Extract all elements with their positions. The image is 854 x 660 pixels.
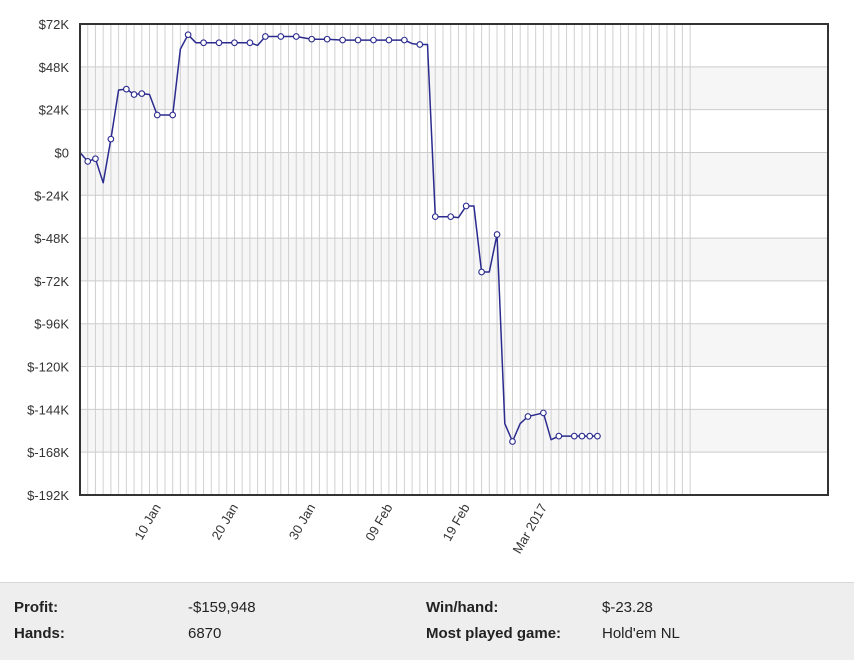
data-point [231, 39, 238, 47]
y-tick-label: $0 [55, 145, 69, 160]
data-point [246, 39, 254, 47]
y-tick-label: $-96K [34, 317, 69, 332]
data-point [540, 409, 547, 417]
data-point [509, 438, 516, 445]
data-point [401, 36, 408, 44]
x-tick-label: 09 Feb [362, 501, 395, 544]
data-point [184, 31, 192, 39]
data-point [462, 202, 470, 210]
plot-band [80, 323, 828, 367]
y-tick-label: $-144K [27, 402, 69, 417]
data-point [416, 41, 424, 48]
plot-band [80, 152, 828, 196]
profit-line-chart: $72K $48K $24K $0 $-24K $-48K $-72K $-96K $-120K… [27, 17, 829, 556]
y-tick-label: $-120K [27, 360, 69, 375]
data-point [493, 231, 501, 238]
data-point [215, 39, 223, 47]
data-point [277, 33, 285, 40]
win-per-hand-label: Win/hand: [426, 599, 499, 616]
y-tick-label: $72K [39, 17, 70, 32]
most-played-game-label: Most played game: [426, 625, 562, 642]
y-tick-label: $48K [39, 60, 70, 75]
profit-label: Profit: [14, 599, 59, 616]
profit-value: -$159,948 [188, 599, 256, 616]
plot-border [79, 23, 829, 496]
x-tick-label: 20 Jan [209, 501, 242, 542]
data-point [200, 39, 207, 47]
data-point [586, 432, 594, 440]
x-tick-label: Mar 2017 [510, 501, 550, 556]
stats-panel: Profit: -$159,948 Hands: 6870 Win/hand: … [0, 582, 854, 660]
y-tick-label: $-192K [27, 488, 69, 503]
data-point [130, 91, 138, 98]
most-played-game-value: Hold'em NL [602, 625, 680, 642]
y-tick-label: $-48K [34, 231, 69, 246]
data-point [339, 36, 346, 44]
y-tick-label: $-24K [34, 188, 69, 203]
plot-band [80, 409, 828, 453]
y-tick-label: $24K [39, 103, 70, 118]
x-tick-label: 19 Feb [440, 501, 473, 544]
x-tick-label: 10 Jan [131, 501, 164, 542]
data-point [431, 213, 439, 221]
x-tick-label: 30 Jan [286, 501, 319, 542]
data-point [292, 33, 300, 40]
data-point [84, 158, 92, 165]
data-point [478, 268, 485, 276]
data-point [107, 135, 115, 143]
data-point [370, 36, 377, 44]
data-point [122, 85, 130, 93]
profit-chart: $72K $48K $24K $0 $-24K $-48K $-72K $-96K $-120K… [27, 17, 829, 556]
data-point [570, 432, 578, 440]
data-point [153, 111, 161, 119]
plot-band [80, 238, 828, 281]
data-point [138, 90, 146, 97]
data-point [385, 36, 393, 44]
data-point [594, 432, 601, 440]
data-point [447, 213, 455, 221]
hands-value: 6870 [188, 625, 222, 642]
data-point [524, 413, 532, 420]
win-per-hand-value: $-23.28 [602, 599, 653, 616]
data-point [323, 35, 331, 43]
hands-label: Hands: [14, 625, 65, 642]
y-tick-label: $-72K [34, 274, 69, 289]
data-point [354, 36, 362, 44]
plot-band [80, 66, 828, 110]
data-point [169, 111, 177, 119]
y-tick-label: $-168K [27, 445, 69, 460]
data-point [262, 33, 269, 40]
data-point [92, 155, 99, 163]
data-point [308, 35, 316, 43]
data-point [578, 432, 586, 440]
data-point [555, 432, 563, 440]
